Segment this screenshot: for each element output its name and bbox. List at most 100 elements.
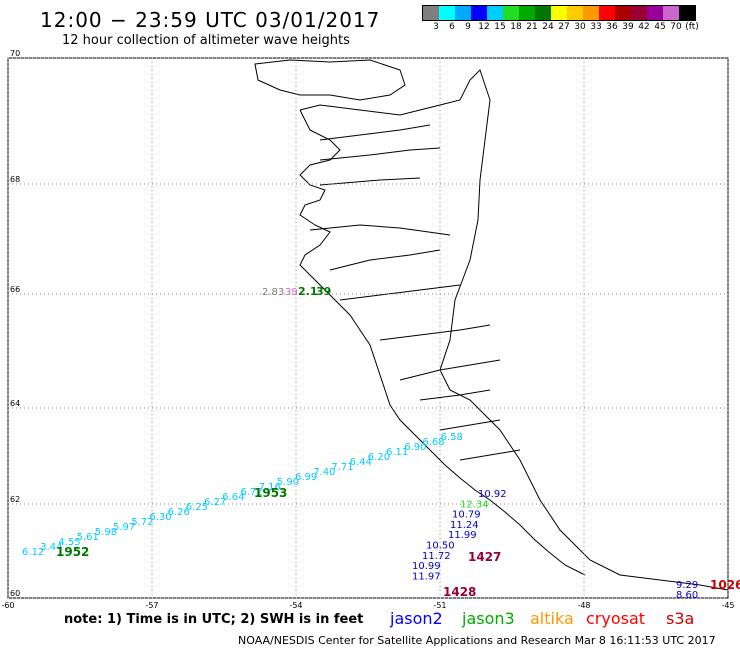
satellite-legend-item: jason3: [462, 609, 515, 628]
track-value: 2.1: [298, 285, 318, 298]
legend-label: 6: [449, 22, 455, 32]
legend-swatch: [615, 6, 631, 20]
lat-tick-label: 60: [10, 589, 20, 598]
legend-swatch: [455, 6, 471, 20]
legend-swatch: [631, 6, 647, 20]
page-title: 12:00 − 23:59 UTC 03/01/2017: [40, 8, 381, 32]
track-value: 6.27: [204, 497, 226, 508]
track-value: 10.99: [412, 561, 441, 572]
lat-tick-label: 68: [10, 175, 20, 184]
track-value: 6.99: [295, 472, 317, 483]
greenland-coastline: [254, 59, 729, 591]
legend-label: 21: [526, 22, 538, 32]
track-value: 6.68: [422, 437, 444, 448]
legend-label: 36: [606, 22, 618, 32]
track-time-label: 1952: [56, 545, 89, 559]
page-subtitle: 12 hour collection of altimeter wave hei…: [62, 33, 350, 48]
legend-swatch: [663, 6, 679, 20]
legend-label: 27: [558, 22, 570, 32]
satellite-legend-item: s3a: [666, 609, 695, 628]
track-value: 10.50: [426, 541, 455, 552]
track-value: 10.92: [478, 489, 507, 500]
track-value: 7.71: [331, 462, 353, 473]
legend-label: 12: [478, 22, 490, 32]
track-value: 11.72: [422, 551, 451, 562]
wave-height-color-legend: [422, 5, 696, 21]
legend-swatch: [423, 6, 439, 20]
lat-tick-label: 62: [10, 495, 20, 504]
track-value: 5.72: [131, 517, 153, 528]
track-value: 7.40: [313, 467, 335, 478]
track-value: 5.90: [277, 477, 299, 488]
legend-label: 15: [494, 22, 506, 32]
satellite-track-values: 6.123.444.555.615.985.975.726.306.266.25…: [22, 285, 740, 601]
legend-swatch: [535, 6, 551, 20]
lon-tick-label: -51: [433, 601, 446, 610]
track-value: 6.72: [240, 487, 262, 498]
track-value: 3.44: [40, 542, 62, 553]
legend-swatch: [583, 6, 599, 20]
track-value: 6.58: [441, 432, 463, 443]
satellite-legend-item: cryosat: [586, 609, 646, 628]
satellite-legend-item: jason2: [390, 609, 443, 628]
track-value: 6.20: [368, 452, 390, 463]
track-value: 5.61: [77, 532, 99, 543]
legend-swatch: [599, 6, 615, 20]
legend-label: 42: [638, 22, 650, 32]
legend-label: 24: [542, 22, 554, 32]
lat-lon-grid: [7, 57, 729, 599]
legend-swatch: [439, 6, 455, 20]
track-value: 6.30: [149, 512, 171, 523]
lat-tick-label: 70: [10, 49, 20, 58]
track-time-label: 1427: [468, 550, 501, 564]
lat-tick-label: 66: [10, 285, 20, 294]
legend-swatch: [551, 6, 567, 20]
track-value: 6.44: [350, 457, 372, 468]
legend-swatch: [679, 6, 695, 20]
lon-tick-label: -57: [145, 601, 158, 610]
legend-label: 39: [622, 22, 634, 32]
track-value: 11.97: [412, 571, 441, 582]
legend-label: 3: [433, 22, 439, 32]
track-value: 8.60: [676, 590, 698, 601]
track-value: 6.26: [168, 507, 190, 518]
track-value: 2.83: [262, 287, 284, 298]
axis-tick-labels: -60 -57 -54 -51 -48 -45 70 68 66 64 62 60: [1, 49, 734, 610]
lon-tick-label: -45: [721, 601, 734, 610]
lon-tick-label: -54: [289, 601, 302, 610]
track-time-label: 1428: [443, 585, 476, 599]
map-frame: [7, 57, 729, 599]
legend-label: 30: [574, 22, 586, 32]
track-value: 39: [285, 287, 298, 298]
track-value: 6.12: [22, 547, 44, 558]
legend-swatch: [519, 6, 535, 20]
track-value: 5.98: [95, 527, 117, 538]
track-value: 9.29: [676, 580, 698, 591]
legend-swatch: [503, 6, 519, 20]
track-value: 39: [316, 285, 331, 298]
footnote: note: 1) Time is in UTC; 2) SWH is in fe…: [64, 612, 364, 627]
track-value: 6.64: [222, 492, 244, 503]
track-value: 6.90: [404, 442, 426, 453]
legend-label: 9: [465, 22, 471, 32]
track-value: 5.97: [113, 522, 135, 533]
credit-line: NOAA/NESDIS Center for Satellite Applica…: [238, 634, 716, 647]
lat-tick-label: 64: [10, 399, 20, 408]
legend-label: 18: [510, 22, 522, 32]
legend-label: 70: [670, 22, 682, 32]
lon-tick-label: -48: [577, 601, 590, 610]
satellite-legend-item: altika: [530, 609, 574, 628]
track-time-label: 1953: [254, 486, 287, 500]
legend-label: (ft): [685, 22, 699, 32]
track-value: 10.79: [452, 510, 481, 521]
track-value: 6.11: [386, 447, 408, 458]
track-value: 4.55: [58, 537, 80, 548]
legend-swatch: [487, 6, 503, 20]
legend-label: 33: [590, 22, 602, 32]
track-time-label: 1026: [710, 578, 740, 592]
track-value: 6.25: [186, 502, 208, 513]
legend-label: 45: [654, 22, 666, 32]
track-value: 11.24: [450, 520, 479, 531]
